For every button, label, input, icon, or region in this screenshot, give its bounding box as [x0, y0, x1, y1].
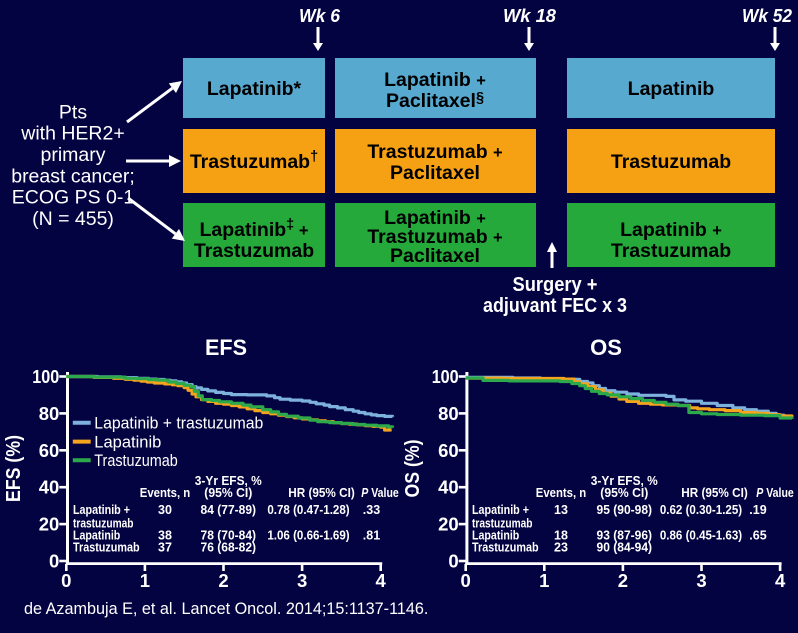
svg-text:Trastuzumab +: Trastuzumab + [367, 141, 502, 163]
svg-text:Wk 6: Wk 6 [299, 6, 341, 26]
svg-text:90 (84-94): 90 (84-94) [597, 541, 653, 555]
svg-text:.81: .81 [363, 529, 380, 543]
svg-text:38: 38 [158, 529, 172, 543]
svg-text:18: 18 [554, 529, 568, 543]
svg-text:primary: primary [40, 144, 105, 166]
svg-text:Trastuzumab: Trastuzumab [194, 240, 314, 262]
svg-text:84 (77-89): 84 (77-89) [201, 503, 257, 517]
svg-text:Trastuzumab: Trastuzumab [611, 240, 731, 262]
svg-text:Lapatinib*: Lapatinib* [207, 78, 302, 100]
svg-text:trastuzumab: trastuzumab [472, 517, 533, 531]
svg-text:4: 4 [376, 570, 387, 591]
svg-text:1: 1 [539, 570, 549, 591]
svg-text:Lapatinib: Lapatinib [73, 529, 121, 543]
svg-text:78 (70-84): 78 (70-84) [201, 529, 257, 543]
svg-text:Wk 52: Wk 52 [742, 6, 792, 26]
svg-text:Surgery +: Surgery + [513, 274, 598, 296]
svg-text:Lapatinib +: Lapatinib + [73, 503, 130, 517]
svg-text:(95% CI): (95% CI) [600, 486, 648, 500]
svg-text:80: 80 [438, 403, 459, 424]
svg-text:OS: OS [590, 335, 622, 360]
svg-text:Events, n: Events, n [536, 486, 587, 500]
svg-text:3-Yr EFS, %: 3-Yr EFS, % [195, 474, 262, 488]
svg-text:20: 20 [438, 514, 459, 535]
svg-text:100: 100 [432, 366, 459, 387]
svg-text:0: 0 [461, 570, 471, 591]
svg-text:OS (%): OS (%) [402, 440, 424, 498]
svg-text:HR (95% CI): HR (95% CI) [288, 486, 355, 500]
svg-text:1.06 (0.66-1.69): 1.06 (0.66-1.69) [267, 529, 349, 543]
svg-text:EFS (%): EFS (%) [3, 435, 25, 502]
svg-text:P Value: P Value [361, 486, 399, 500]
svg-text:Paclitaxel: Paclitaxel [390, 245, 480, 267]
svg-text:.19: .19 [749, 503, 766, 517]
svg-text:Lapatinib: Lapatinib [628, 78, 715, 100]
svg-text:Paclitaxel: Paclitaxel [390, 162, 480, 184]
svg-text:80: 80 [39, 403, 60, 424]
svg-text:0: 0 [448, 551, 458, 572]
svg-text:Lapatinib + trastuzumab: Lapatinib + trastuzumab [94, 415, 263, 433]
svg-text:20: 20 [39, 514, 60, 535]
svg-text:HR (95% CI): HR (95% CI) [681, 486, 748, 500]
svg-text:0: 0 [49, 551, 59, 572]
svg-text:EFS: EFS [205, 335, 247, 360]
svg-text:40: 40 [438, 477, 459, 498]
svg-text:100: 100 [32, 366, 59, 387]
svg-text:93 (87-96): 93 (87-96) [597, 529, 653, 543]
svg-text:de Azambuja E, et al. Lancet O: de Azambuja E, et al. Lancet Oncol. 2014… [24, 600, 428, 618]
svg-text:40: 40 [39, 477, 60, 498]
svg-text:Trastuzumab: Trastuzumab [73, 541, 140, 555]
svg-text:4: 4 [775, 570, 786, 591]
svg-text:(95% CI): (95% CI) [204, 486, 252, 500]
svg-text:3: 3 [696, 570, 706, 591]
svg-text:Paclitaxel§: Paclitaxel§ [386, 90, 484, 112]
svg-text:Events, n: Events, n [140, 486, 191, 500]
svg-text:2: 2 [218, 570, 228, 591]
svg-text:3: 3 [297, 570, 307, 591]
svg-text:95 (90-98): 95 (90-98) [597, 503, 653, 517]
svg-text:Lapatinib +: Lapatinib + [472, 503, 529, 517]
svg-text:.33: .33 [363, 503, 380, 517]
svg-text:(N = 455): (N = 455) [32, 208, 114, 230]
svg-text:Trastuzumab: Trastuzumab [94, 452, 178, 470]
svg-text:76 (68-82): 76 (68-82) [201, 541, 257, 555]
svg-text:Lapatinib: Lapatinib [472, 529, 520, 543]
svg-text:Lapatinib: Lapatinib [94, 433, 161, 451]
svg-text:1: 1 [140, 570, 150, 591]
svg-text:0.62 (0.30-1.25): 0.62 (0.30-1.25) [660, 503, 742, 517]
svg-text:ECOG PS 0-1: ECOG PS 0-1 [12, 187, 134, 209]
svg-text:Lapatinib +: Lapatinib + [384, 69, 486, 91]
svg-text:60: 60 [39, 440, 60, 461]
svg-text:Trastuzumab: Trastuzumab [472, 541, 539, 555]
svg-text:0.86 (0.45-1.63): 0.86 (0.45-1.63) [660, 529, 742, 543]
svg-text:23: 23 [554, 541, 568, 555]
svg-text:Wk 18: Wk 18 [503, 6, 556, 26]
svg-text:0: 0 [61, 570, 71, 591]
svg-text:.65: .65 [749, 529, 766, 543]
svg-text:trastuzumab: trastuzumab [73, 517, 134, 531]
svg-text:60: 60 [438, 440, 459, 461]
svg-text:Lapatinib +: Lapatinib + [620, 219, 722, 241]
svg-text:3-Yr EFS, %: 3-Yr EFS, % [591, 474, 658, 488]
svg-text:Trastuzumab†: Trastuzumab† [190, 149, 318, 173]
svg-text:0.78 (0.47-1.28): 0.78 (0.47-1.28) [267, 503, 349, 517]
svg-text:Trastuzumab +: Trastuzumab + [367, 226, 502, 248]
svg-text:37: 37 [158, 541, 172, 555]
svg-text:with HER2+: with HER2+ [20, 123, 125, 145]
svg-text:breast cancer;: breast cancer; [11, 165, 135, 187]
svg-text:13: 13 [554, 503, 568, 517]
svg-text:P Value: P Value [756, 486, 794, 500]
svg-text:Pts: Pts [59, 101, 87, 123]
svg-text:Lapatinib +: Lapatinib + [384, 207, 486, 229]
svg-text:30: 30 [158, 503, 172, 517]
svg-text:Trastuzumab: Trastuzumab [611, 151, 731, 173]
svg-text:adjuvant FEC x 3: adjuvant FEC x 3 [483, 295, 627, 317]
svg-text:2: 2 [618, 570, 628, 591]
